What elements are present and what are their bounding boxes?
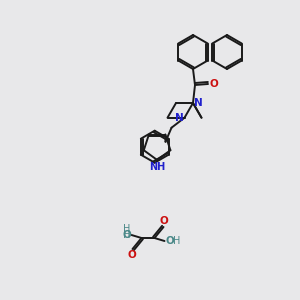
Text: O: O bbox=[128, 250, 136, 260]
Text: O: O bbox=[209, 79, 218, 89]
Text: O: O bbox=[166, 236, 174, 246]
Text: N: N bbox=[175, 113, 184, 123]
Text: O: O bbox=[160, 216, 168, 226]
Text: H: H bbox=[123, 224, 130, 234]
Text: N: N bbox=[194, 98, 203, 108]
Text: H: H bbox=[123, 230, 130, 240]
Text: O: O bbox=[123, 230, 131, 240]
Text: H: H bbox=[172, 236, 180, 246]
Text: NH: NH bbox=[149, 162, 165, 172]
